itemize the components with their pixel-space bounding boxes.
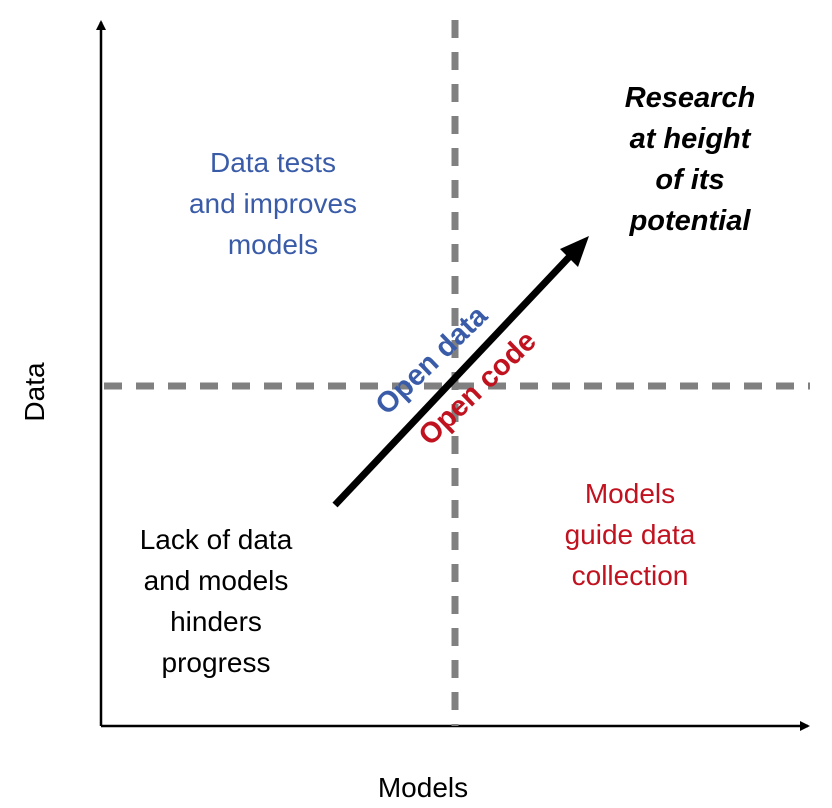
quadrant-text-line: progress (162, 647, 271, 678)
quadrant-text-line: and models (144, 565, 289, 596)
quadrant-bottom-left: Lack of data and models hinders progress (140, 524, 293, 678)
y-axis-label: Data (19, 362, 50, 422)
quadrant-text-line: guide data (565, 519, 696, 550)
quadrant-text-line: Data tests (210, 147, 336, 178)
quadrant-top-right: Research at height of its potential (625, 82, 756, 237)
quadrant-text-line: Lack of data (140, 524, 293, 555)
quadrant-bottom-right: Models guide data collection (565, 478, 696, 591)
quadrant-text-line: models (228, 229, 318, 260)
quadrant-text-line: potential (629, 205, 752, 237)
quadrant-text-line: and improves (189, 188, 357, 219)
progress-arrow-head (560, 236, 589, 267)
quadrant-top-left: Data tests and improves models (189, 147, 357, 260)
x-axis-label: Models (378, 772, 468, 803)
quadrant-text-line: Models (585, 478, 675, 509)
quadrant-text-line: of its (655, 164, 724, 196)
quadrant-text-line: hinders (170, 606, 262, 637)
quadrant-text-line: at height (630, 123, 752, 155)
quadrant-text-line: collection (572, 560, 689, 591)
progress-arrow (332, 251, 575, 508)
quadrant-text-line: Research (625, 82, 756, 114)
